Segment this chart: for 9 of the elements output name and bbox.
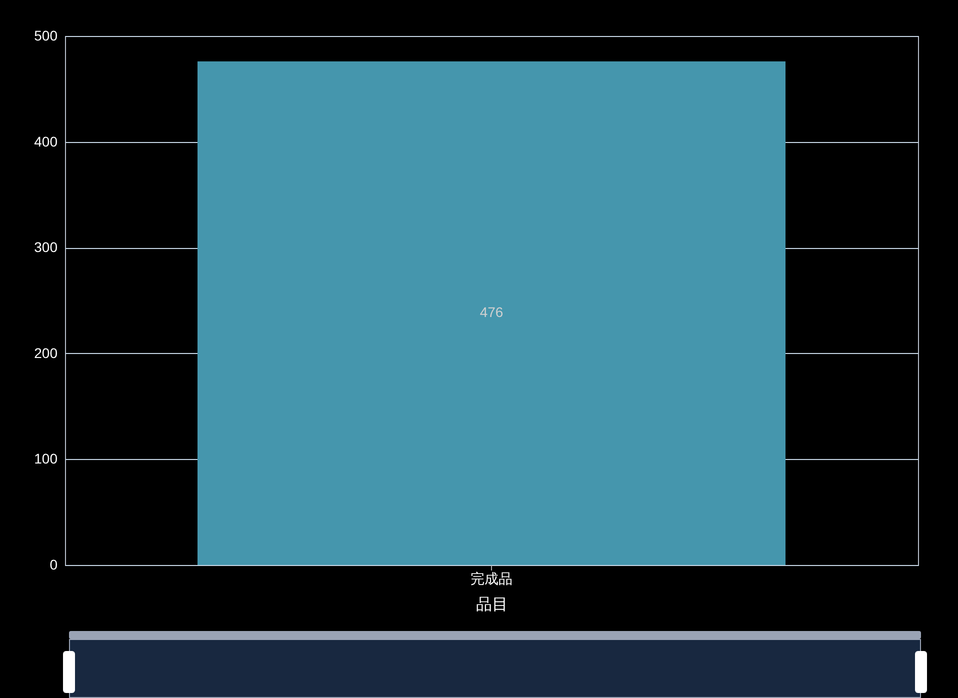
y-tick-label: 400 <box>34 133 58 150</box>
y-tick-label: 500 <box>34 28 58 44</box>
y-tick-label: 300 <box>34 239 58 256</box>
x-tick-label: 完成品 <box>470 572 512 588</box>
x-axis-title: 品目 <box>476 594 508 614</box>
data-label: 476 <box>480 304 504 320</box>
y-tick-label: 0 <box>50 556 58 572</box>
y-tick-label: 100 <box>34 450 58 467</box>
y-tick-label: 200 <box>34 344 58 361</box>
